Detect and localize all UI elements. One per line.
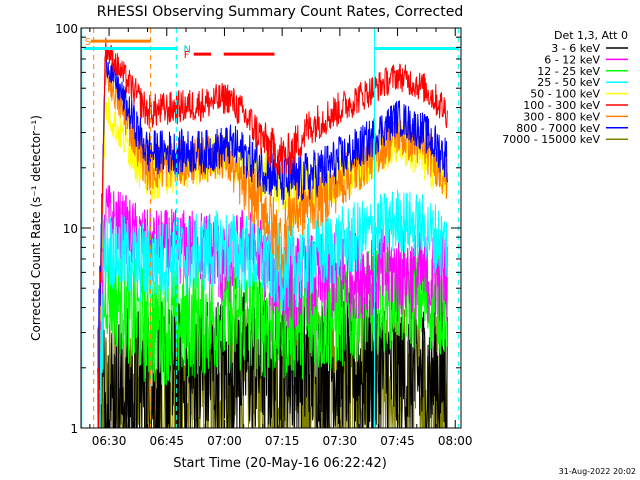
series-line bbox=[97, 62, 448, 428]
legend-label: 50 - 100 keV bbox=[530, 88, 600, 101]
annotation-letter-f: F bbox=[184, 50, 190, 61]
x-tick-label: 06:45 bbox=[149, 434, 184, 448]
series-line bbox=[97, 37, 448, 428]
y-axis-label: Corrected Count Rate (s⁻¹ detector⁻¹) bbox=[29, 115, 43, 341]
x-tick-label: 06:30 bbox=[92, 434, 127, 448]
x-tick-label: 07:00 bbox=[207, 434, 242, 448]
legend-label: 100 - 300 keV bbox=[523, 99, 600, 112]
legend-label: 800 - 7000 keV bbox=[516, 122, 600, 135]
series-line bbox=[97, 49, 448, 428]
legend-title: Det 1,3, Att 0 bbox=[554, 29, 628, 42]
series-300-800-keV bbox=[97, 62, 448, 428]
annotation-letter-n: N bbox=[184, 44, 191, 55]
legend-label: 6 - 12 keV bbox=[544, 53, 600, 66]
legend-label: 3 - 6 keV bbox=[551, 42, 600, 55]
series-line bbox=[97, 305, 448, 428]
series-100-300-keV bbox=[97, 37, 448, 428]
y-tick-label: 1 bbox=[70, 422, 78, 436]
series-800-7000-keV bbox=[97, 49, 448, 428]
legend-label: 25 - 50 keV bbox=[537, 76, 600, 89]
series-7000-15000-keV bbox=[97, 305, 448, 428]
axis-layer: 06:30 06:45 07:00 07:15 07:30 07:45 08:00 1 10 10… bbox=[55, 22, 472, 448]
legend-label: 12 - 25 keV bbox=[537, 65, 600, 78]
y-tick-label: 100 bbox=[55, 22, 78, 36]
chart-title: RHESSI Observing Summary Count Rates, Co… bbox=[97, 4, 463, 20]
x-tick-label: 07:15 bbox=[265, 434, 300, 448]
legend-label: 7000 - 15000 keV bbox=[502, 133, 600, 146]
x-axis-label: Start Time (20-May-16 06:22:42) bbox=[173, 456, 387, 471]
x-tick-label: 07:30 bbox=[323, 434, 358, 448]
x-tick-label: 08:00 bbox=[438, 434, 473, 448]
x-tick-label: 07:45 bbox=[380, 434, 415, 448]
y-tick-label: 10 bbox=[63, 222, 78, 236]
annotation-letter-s: S bbox=[85, 37, 91, 48]
legend-label: 300 - 800 keV bbox=[523, 110, 600, 123]
plot-layer: S NF bbox=[81, 28, 459, 428]
footer-date: 31-Aug-2022 20:02 bbox=[559, 467, 636, 476]
